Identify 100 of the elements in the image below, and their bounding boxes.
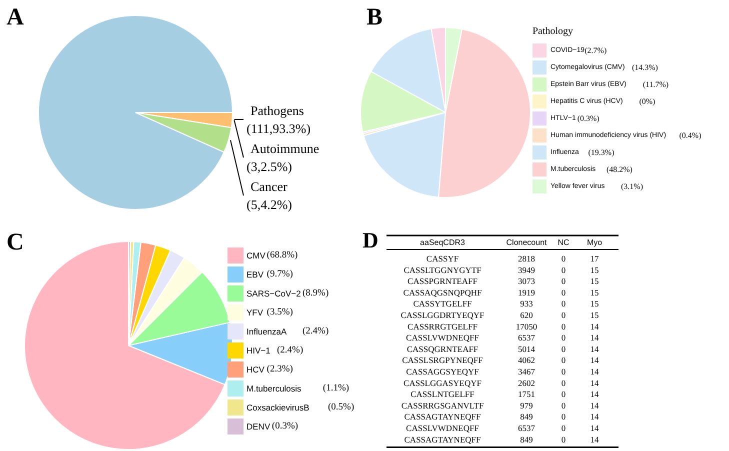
- data-label: (2.4%): [302, 326, 329, 336]
- y-tick-label: CASSLVWDNEQFF: [406, 423, 480, 433]
- data-label: (9.7%): [266, 270, 293, 280]
- data-label: (0.5%): [328, 402, 354, 412]
- legend-label: HIV−1: [246, 346, 271, 356]
- data-label: 3949: [518, 264, 535, 275]
- data-label: 14: [590, 389, 600, 400]
- data-label: 0: [561, 310, 566, 320]
- data-label: 15: [590, 287, 599, 298]
- data-label: (8.9%): [302, 288, 329, 298]
- data-label: 2602: [518, 378, 535, 388]
- y-tick-label: CASSLVWDNEQFF: [406, 332, 480, 343]
- data-label: 14: [590, 434, 600, 444]
- legend-label: YFV: [246, 308, 264, 318]
- data-label: 620: [520, 310, 533, 320]
- legend-label: EBV: [246, 270, 264, 280]
- y-tick-label: CASSLNTGELFF: [410, 389, 475, 400]
- y-tick-label: CASSAGTAYNEQFF: [404, 412, 482, 422]
- data-label: 0: [561, 389, 566, 400]
- y-tick-label: CASSLTGGNYGYTF: [404, 264, 482, 275]
- y-tick-label: CASSPGRNTEAFF: [408, 276, 478, 286]
- data-label: (14.3%): [632, 63, 658, 72]
- data-label: 14: [590, 423, 600, 433]
- data-label: 14: [590, 332, 600, 343]
- chart-title: A: [6, 4, 24, 30]
- data-label: (5,4.2%): [246, 196, 292, 212]
- data-label: 0: [561, 332, 566, 343]
- data-label: (0.3%): [577, 114, 600, 123]
- data-label: 0: [561, 321, 566, 332]
- legend-label: M.tuberculosis: [246, 384, 302, 394]
- y-tick-label: CASSRRGTGELFF: [408, 321, 478, 332]
- data-label: (19.3%): [588, 148, 615, 157]
- data-label: 14: [590, 412, 600, 422]
- slice-label: Pathogens: [250, 102, 304, 118]
- y-tick-label: CASSYTGELFF: [413, 298, 472, 309]
- data-label: 1751: [518, 389, 535, 400]
- data-label: 6537: [518, 332, 535, 343]
- data-label: (11.7%): [642, 80, 669, 89]
- y-tick-label: CASSQGRNTEAFF: [406, 344, 478, 354]
- legend-label: SARS−CoV−2: [246, 288, 302, 298]
- data-label: 5014: [518, 344, 536, 354]
- data-label: 2818: [518, 254, 535, 264]
- x-tick-label: Myo: [586, 238, 603, 247]
- data-label: 0: [561, 423, 566, 433]
- y-tick-label: CASSLGGDRTYEQYF: [400, 310, 485, 320]
- data-label: (0.3%): [272, 422, 298, 432]
- data-label: (111,93.3%): [246, 120, 311, 136]
- data-label: 0: [561, 254, 566, 264]
- data-label: 6537: [518, 423, 535, 433]
- text: (0%): [639, 97, 656, 106]
- data-label: 0: [561, 412, 566, 422]
- legend-title: Pathology: [532, 26, 574, 37]
- y-tick-label: CASSLGGASYEQYF: [404, 378, 482, 388]
- slice-label: Cancer: [250, 178, 288, 194]
- data-label: 4062: [518, 355, 535, 366]
- y-tick-label: CASSAGGSYEQYF: [406, 366, 480, 376]
- data-label: 0: [561, 276, 566, 286]
- chart-title: D: [362, 228, 378, 252]
- data-label: 3467: [518, 366, 535, 376]
- chart-title: B: [366, 4, 383, 30]
- legend-label: InfluenzaA: [246, 326, 287, 336]
- data-label: 14: [590, 378, 600, 388]
- data-label: 14: [590, 344, 600, 354]
- data-label: (2.3%): [266, 364, 293, 374]
- y-axis-title: aaSeqCDR3: [420, 238, 466, 247]
- data-label: (3,2.5%): [246, 158, 292, 174]
- legend-label: CMV: [246, 250, 266, 260]
- x-tick-label: NC: [558, 238, 570, 247]
- data-label: 849: [520, 434, 533, 444]
- data-label: 15: [590, 264, 599, 275]
- data-label: 979: [520, 400, 533, 410]
- data-label: 0: [561, 366, 566, 376]
- legend-label: DENV: [246, 422, 270, 432]
- data-label: 0: [561, 264, 566, 275]
- data-label: (68.8%): [266, 250, 298, 260]
- y-tick-label: CASSLSRGPYNEQFF: [402, 355, 484, 366]
- y-tick-label: CASSAGTAYNEQFF: [404, 434, 482, 444]
- data-label: 15: [590, 298, 599, 309]
- slice-label: Autoimmune: [250, 140, 320, 156]
- x-tick-label: Clonecount: [506, 238, 548, 247]
- data-label: (48.2%): [606, 165, 633, 174]
- data-label: 0: [561, 355, 566, 366]
- data-label: (0.4%): [679, 131, 702, 140]
- y-tick-label: CASSYF: [426, 254, 459, 264]
- data-label: 15: [590, 276, 599, 286]
- data-label: 14: [590, 400, 600, 410]
- chart-title: C: [6, 230, 24, 256]
- data-label: 0: [561, 434, 566, 444]
- data-label: 17050: [516, 321, 538, 332]
- data-label: (2.7%): [584, 46, 607, 55]
- data-label: (3.5%): [266, 308, 293, 318]
- data-label: (1.1%): [322, 384, 350, 394]
- data-label: (2.4%): [277, 346, 304, 356]
- data-label: 1919: [518, 287, 535, 298]
- data-label: 0: [561, 344, 566, 354]
- y-tick-label: CASSAQGSNQPQHF: [403, 287, 482, 298]
- y-tick-label: CASSRRGSGANVLTF: [401, 400, 484, 410]
- legend-label: HCV: [246, 364, 265, 374]
- data-label: 14: [590, 355, 600, 366]
- data-label: 0: [561, 378, 566, 388]
